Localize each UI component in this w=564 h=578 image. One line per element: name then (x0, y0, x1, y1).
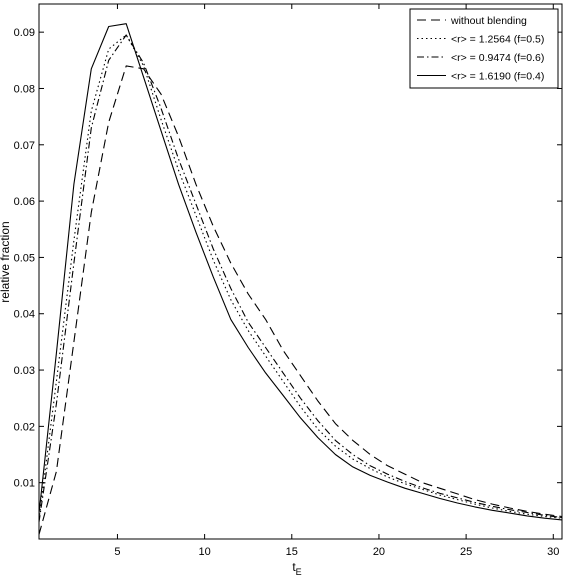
y-axis-label: relative fraction (0, 221, 12, 302)
y-tick-label: 0.04 (14, 309, 35, 321)
y-tick-label: 0.02 (14, 421, 35, 433)
x-axis-label: tE (292, 560, 301, 577)
y-tick-label: 0.07 (14, 140, 35, 152)
series-lines (38, 23, 563, 535)
legend-label-f-0-6: <r> = 0.9474 (f=0.6) (451, 52, 544, 64)
series-line-f-0-5 (38, 34, 563, 520)
series-line-without-blending (38, 65, 563, 535)
x-tick-label: 5 (114, 546, 120, 558)
legend-box (409, 8, 559, 89)
y-tick-label: 0.06 (14, 196, 35, 208)
legend-label-f-0-4: <r> = 1.6190 (f=0.4) (451, 71, 544, 83)
legend: without blending <r> = 1.2564 (f=0.5) <r> … (409, 8, 559, 89)
x-axis-label-main: t (292, 560, 296, 574)
plot-area-frame (38, 3, 563, 540)
y-tick-label: 0.08 (14, 83, 35, 95)
y-tick-label: 0.03 (14, 365, 35, 377)
legend-items: without blending <r> = 1.2564 (f=0.5) <r> … (417, 15, 544, 83)
x-tick-label: 25 (460, 546, 472, 558)
legend-label-without-blending: without blending (450, 15, 527, 27)
x-tick-label: 15 (286, 546, 298, 558)
legend-label-f-0-5: <r> = 1.2564 (f=0.5) (451, 34, 544, 46)
series-line-f-0-4 (38, 23, 563, 521)
x-tick-label: 30 (547, 546, 559, 558)
x-tick-label: 20 (373, 546, 385, 558)
x-axis-label-subscript: E (296, 567, 302, 577)
y-tick-label: 0.09 (14, 27, 35, 39)
x-tick-label: 10 (198, 546, 210, 558)
y-tick-label: 0.05 (14, 252, 35, 264)
series-line-f-0-6 (38, 34, 563, 523)
y-tick-label: 0.01 (14, 478, 35, 490)
